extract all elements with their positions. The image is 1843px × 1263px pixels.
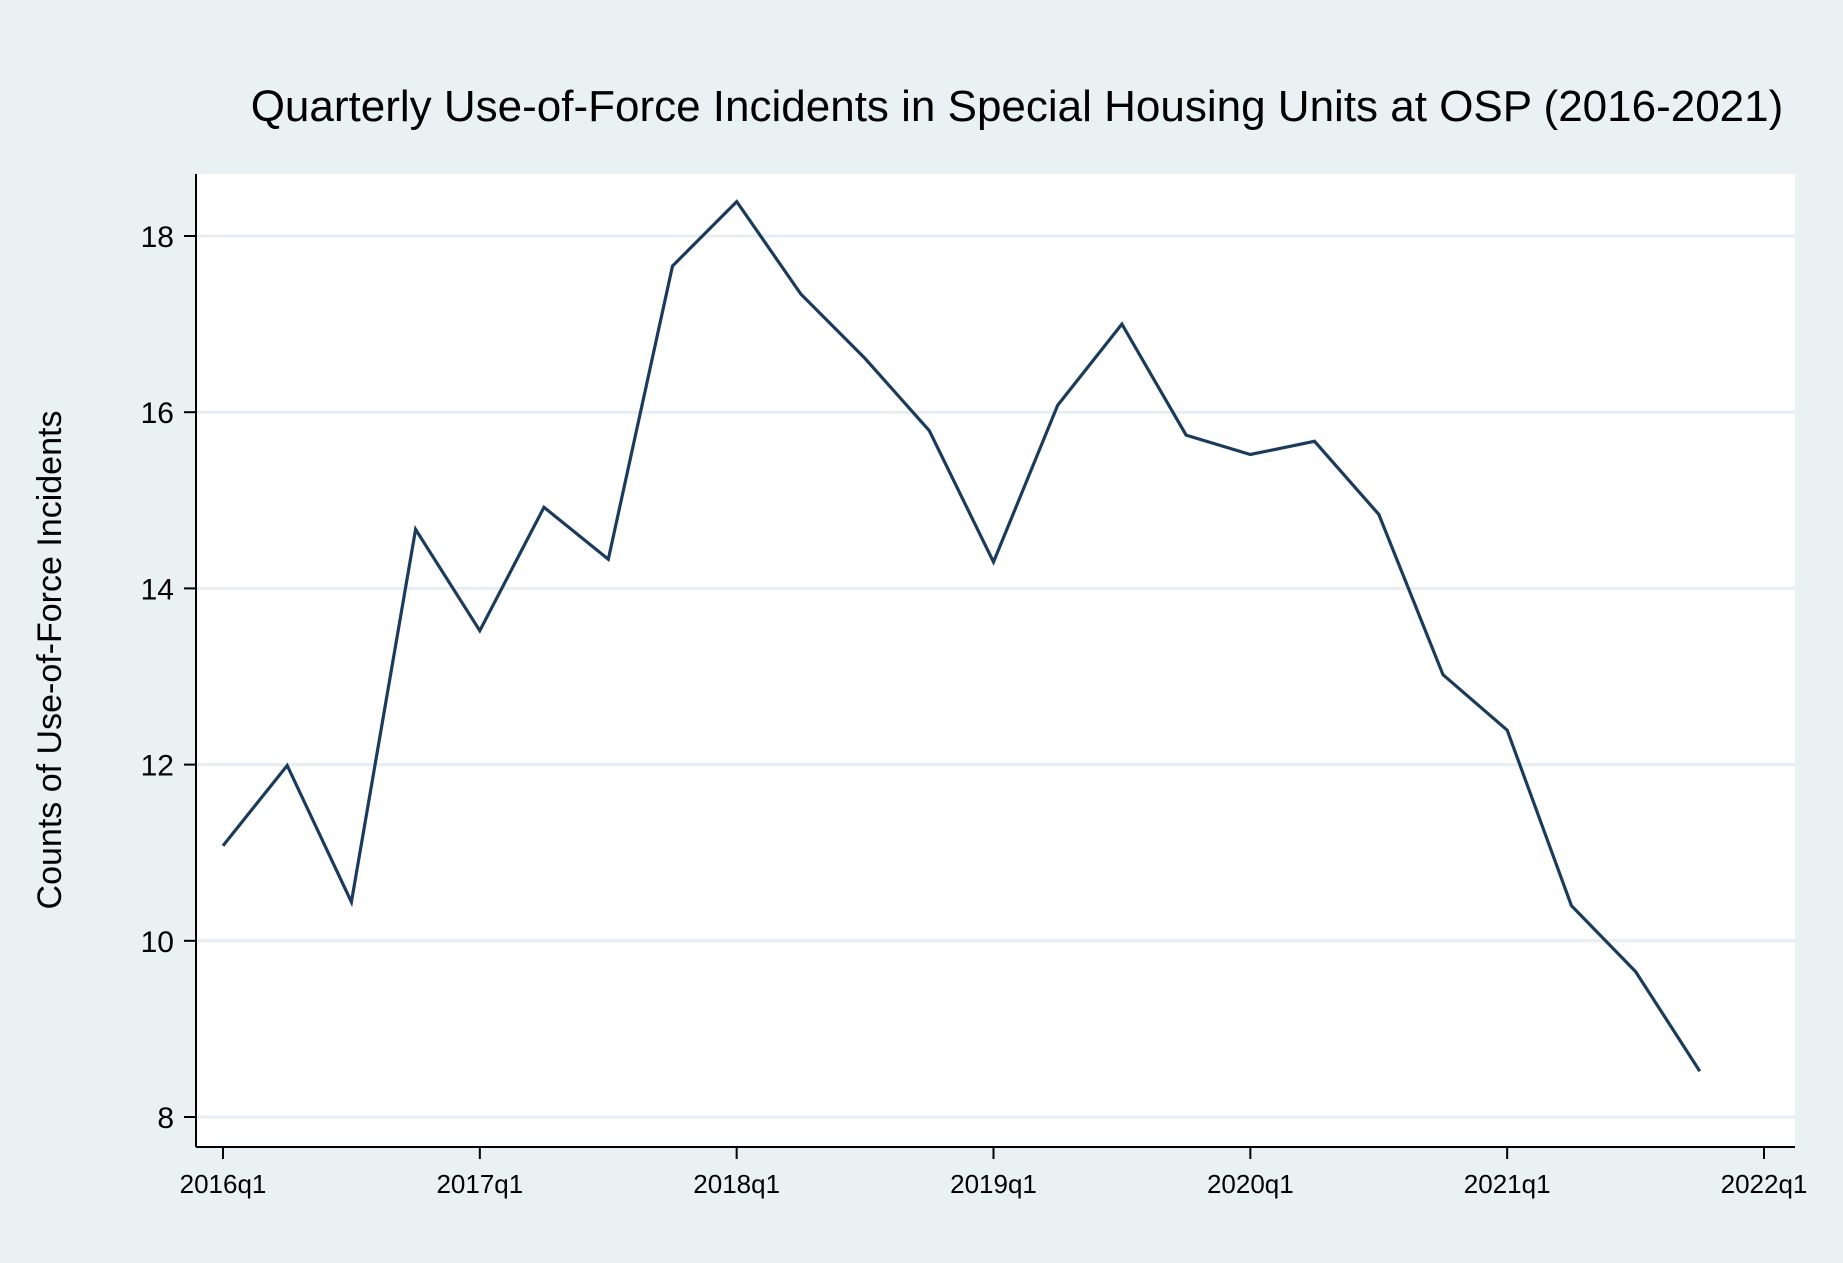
y-tick-label: 18 xyxy=(141,221,174,254)
x-tick-label: 2019q1 xyxy=(950,1169,1037,1199)
series-line xyxy=(221,199,1702,1073)
y-tick-label: 12 xyxy=(141,750,174,783)
gridlines xyxy=(197,234,1795,1119)
x-tick-label: 2021q1 xyxy=(1464,1169,1551,1199)
x-tick-label: 2016q1 xyxy=(180,1169,267,1199)
series-lines xyxy=(221,199,1702,1073)
y-tick-label: 14 xyxy=(141,573,174,606)
y-axis-label: Counts of Use-of-Force Incidents xyxy=(31,411,69,910)
y-tick-label: 8 xyxy=(157,1102,174,1135)
plot-area xyxy=(196,174,1795,1146)
chart-title: Quarterly Use-of-Force Incidents in Spec… xyxy=(251,82,1784,131)
x-tick-label: 2018q1 xyxy=(693,1169,780,1199)
y-axis-ticks: 8 10 12 14 16 18 xyxy=(141,221,196,1135)
x-tick-label: 2017q1 xyxy=(436,1169,523,1199)
x-axis-ticks: 2016q1 2017q1 2018q1 2019q1 2020q1 2021q1 2022… xyxy=(180,1147,1808,1199)
y-tick-label: 16 xyxy=(141,397,174,430)
x-tick-label: 2022q1 xyxy=(1721,1169,1808,1199)
x-tick-label: 2020q1 xyxy=(1207,1169,1294,1199)
y-tick-label: 10 xyxy=(141,926,174,959)
